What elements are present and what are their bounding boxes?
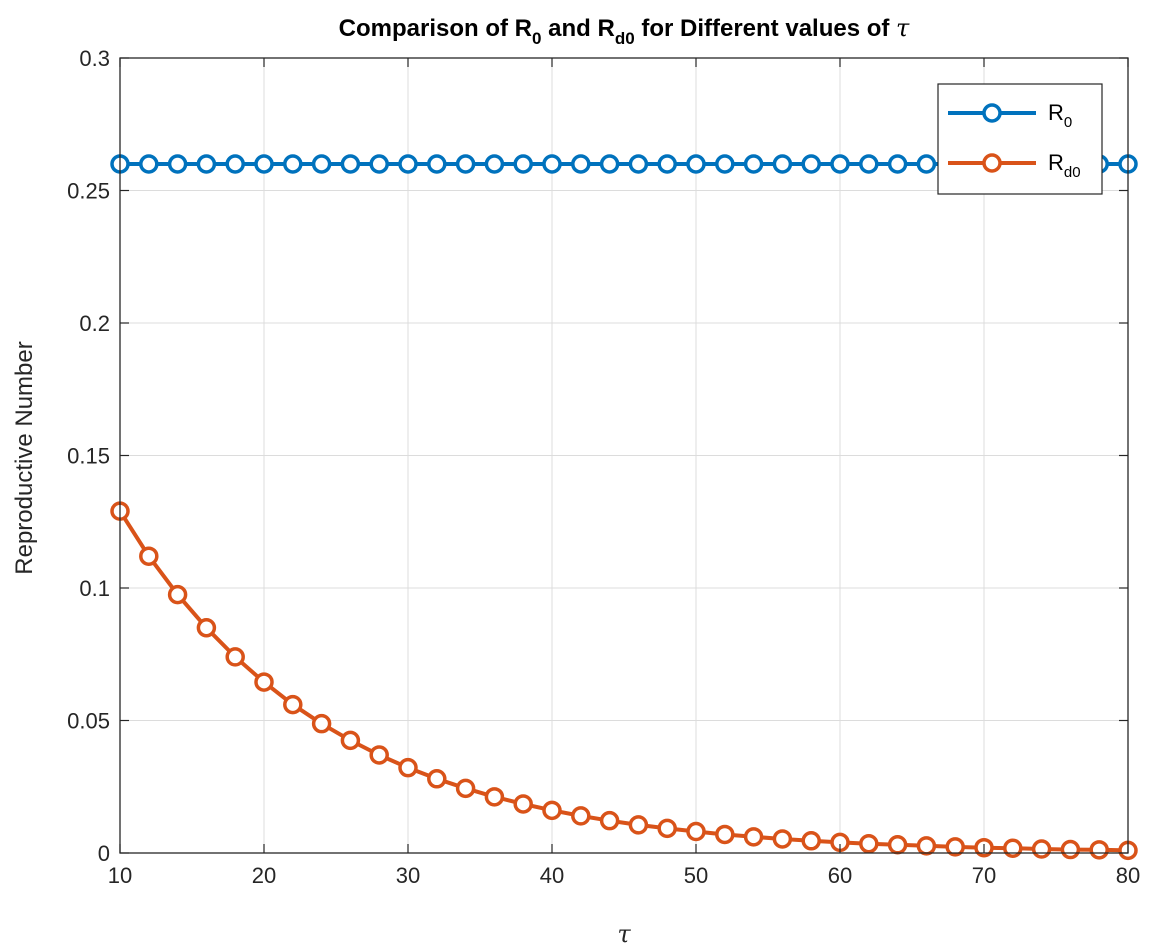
y-tick-label-2: 0.1 xyxy=(79,576,110,601)
point-rd0-46 xyxy=(628,815,649,835)
legend-rd0-sub: d0 xyxy=(1064,164,1081,181)
point-r0-36 xyxy=(484,154,505,174)
point-rd0-56 xyxy=(772,829,793,849)
point-rd0-48 xyxy=(657,818,677,839)
point-rd0-78 xyxy=(1089,840,1109,860)
y-tick-label-0: 0 xyxy=(98,841,110,866)
legend-label-rd0: Rd0 xyxy=(1048,150,1081,181)
legend: R0 Rd0 xyxy=(937,83,1103,195)
point-r0-40 xyxy=(542,154,562,174)
y-tick-label-3: 0.15 xyxy=(67,444,110,469)
tick-labels: 10 20 30 40 50 60 70 80 0 0.05 0.1 0.15 0.2 0.25 0.3 xyxy=(67,46,1140,888)
chart-title: Comparison of R0 and Rd0 for Different v… xyxy=(339,14,910,48)
title-sub-1: 0 xyxy=(532,29,541,48)
point-rd0-72 xyxy=(1003,838,1023,858)
x-tick-label-20: 20 xyxy=(252,863,276,888)
point-rd0-44 xyxy=(599,810,620,831)
point-r0-44 xyxy=(599,154,620,174)
y-axis-label: Reproductive Number xyxy=(11,341,38,574)
point-rd0-20 xyxy=(254,672,274,692)
point-rd0-26 xyxy=(340,730,361,751)
x-axis-label: τ xyxy=(617,920,631,948)
point-rd0-16 xyxy=(196,618,217,638)
x-tick-label-80: 80 xyxy=(1116,863,1140,888)
point-rd0-74 xyxy=(1031,839,1052,859)
point-r0-24 xyxy=(311,154,332,174)
x-tick-label-30: 30 xyxy=(396,863,420,888)
legend-rd0-base: R xyxy=(1048,150,1064,175)
point-r0-18 xyxy=(225,154,245,174)
point-rd0-50 xyxy=(686,821,706,842)
point-rd0-54 xyxy=(743,827,764,847)
x-tick-label-40: 40 xyxy=(540,863,564,888)
point-rd0-62 xyxy=(859,833,879,854)
point-r0-54 xyxy=(743,154,764,174)
y-tick-label-6: 0.3 xyxy=(79,46,110,71)
point-r0-48 xyxy=(657,154,677,174)
point-r0-66 xyxy=(916,154,937,174)
point-r0-20 xyxy=(254,154,274,174)
point-rd0-18 xyxy=(225,647,245,667)
point-r0-22 xyxy=(283,154,303,174)
point-rd0-30 xyxy=(398,757,418,778)
point-r0-14 xyxy=(167,154,188,174)
point-r0-52 xyxy=(715,154,735,174)
point-rd0-14 xyxy=(167,584,188,605)
y-tick-label-4: 0.2 xyxy=(79,311,110,336)
point-r0-58 xyxy=(801,154,821,174)
point-rd0-12 xyxy=(139,546,159,566)
point-r0-12 xyxy=(139,154,159,174)
y-tick-label-5: 0.25 xyxy=(67,179,110,204)
point-r0-16 xyxy=(196,154,217,174)
series-rd0 xyxy=(110,501,1138,861)
point-r0-62 xyxy=(859,154,879,174)
point-r0-56 xyxy=(772,154,793,174)
y-tick-label-1: 0.05 xyxy=(67,709,110,734)
title-part-2: and R xyxy=(541,15,614,42)
point-r0-46 xyxy=(628,154,649,174)
legend-marker-r0 xyxy=(982,103,1002,123)
point-r0-64 xyxy=(887,154,908,174)
title-sub-2: d0 xyxy=(615,29,635,48)
point-r0-26 xyxy=(340,154,361,174)
point-r0-60 xyxy=(830,154,850,174)
title-part-1: Comparison of R xyxy=(339,15,532,42)
point-rd0-24 xyxy=(311,713,332,734)
legend-box xyxy=(937,83,1103,195)
point-rd0-38 xyxy=(513,794,533,814)
x-tick-label-60: 60 xyxy=(828,863,852,888)
title-part-3: for Different values of xyxy=(635,15,896,42)
legend-r0-base: R xyxy=(1048,100,1064,125)
point-rd0-68 xyxy=(945,837,965,857)
point-r0-28 xyxy=(369,154,389,174)
x-tick-label-70: 70 xyxy=(972,863,996,888)
point-r0-50 xyxy=(686,154,706,174)
legend-r0-sub: 0 xyxy=(1064,114,1072,131)
point-rd0-76 xyxy=(1060,839,1081,860)
point-r0-32 xyxy=(427,154,447,174)
point-r0-30 xyxy=(398,154,418,174)
legend-marker-rd0 xyxy=(982,153,1002,173)
title-tau: τ xyxy=(896,14,910,42)
point-rd0-22 xyxy=(283,694,303,715)
point-rd0-40 xyxy=(542,800,562,821)
point-rd0-42 xyxy=(571,806,591,826)
point-rd0-34 xyxy=(455,778,476,799)
point-rd0-66 xyxy=(916,836,937,856)
x-tick-label-50: 50 xyxy=(684,863,708,888)
legend-label-r0: R0 xyxy=(1048,100,1072,131)
point-r0-34 xyxy=(455,154,476,174)
x-tick-label-10: 10 xyxy=(108,863,132,888)
point-rd0-28 xyxy=(369,745,389,765)
axes xyxy=(119,57,1129,854)
point-r0-38 xyxy=(513,154,533,174)
point-rd0-64 xyxy=(887,835,908,855)
point-r0-42 xyxy=(571,154,591,174)
point-rd0-52 xyxy=(715,824,735,845)
point-rd0-58 xyxy=(801,831,821,851)
point-rd0-32 xyxy=(427,769,447,789)
point-rd0-36 xyxy=(484,787,505,807)
